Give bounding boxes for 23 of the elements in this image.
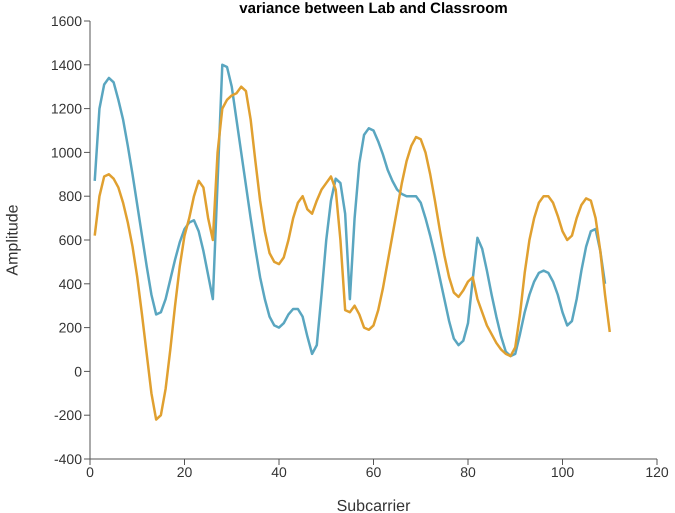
y-tick-label: 600 <box>58 232 82 248</box>
x-tick-label: 20 <box>176 464 192 480</box>
x-tick-label: 60 <box>366 464 382 480</box>
y-tick-label: 1000 <box>50 144 82 160</box>
y-tick-label: 1200 <box>50 100 82 117</box>
y-tick-label: -200 <box>54 407 82 424</box>
y-tick-label: -400 <box>54 450 82 467</box>
y-tick-label: 1600 <box>50 12 82 29</box>
line-series <box>93 64 606 358</box>
y-tick-label: 800 <box>58 188 82 204</box>
line-series <box>93 85 611 421</box>
y-tick-label: 200 <box>58 320 82 336</box>
y-tick-label: 400 <box>58 276 82 292</box>
x-tick-label: 0 <box>86 464 94 480</box>
y-tick-label: 1400 <box>50 56 82 73</box>
chart-title: variance between Lab and Classroom <box>238 0 509 17</box>
x-tick-label: 120 <box>645 464 669 480</box>
x-tick-label: 40 <box>271 464 287 480</box>
x-axis-title: Subcarrier <box>336 498 412 513</box>
x-tick-label: 80 <box>460 464 476 480</box>
y-axis-title: Amplitude <box>4 204 22 276</box>
x-tick-label: 100 <box>550 464 574 480</box>
y-tick-label: 0 <box>74 363 82 380</box>
